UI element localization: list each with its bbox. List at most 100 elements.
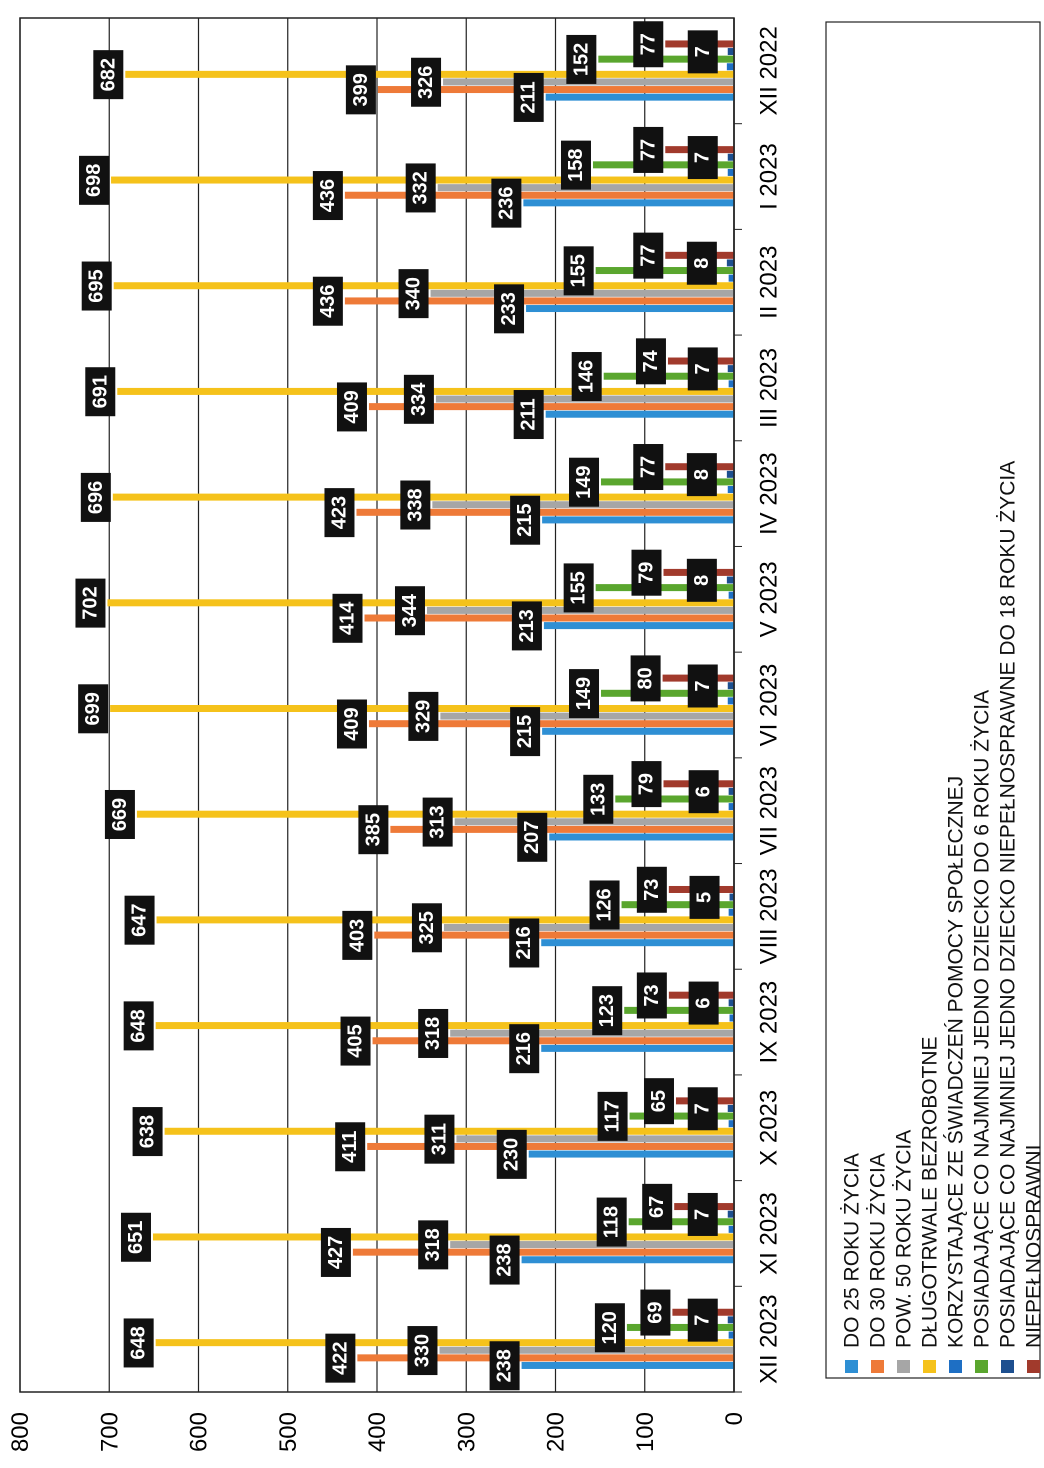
bar [726, 576, 734, 584]
legend-swatch [949, 1360, 962, 1373]
data-label-box [571, 352, 602, 402]
bar [372, 1037, 734, 1045]
data-label-box [563, 246, 594, 296]
data-label-box [79, 155, 110, 205]
data-label-box [640, 1289, 671, 1336]
data-label: 696 [85, 481, 107, 514]
data-label-box [636, 866, 667, 913]
data-label: 215 [514, 504, 536, 537]
data-label: 74 [640, 349, 662, 372]
data-label: 334 [408, 382, 430, 416]
data-label-box [123, 1001, 154, 1051]
category-label: VIII 2023 [755, 868, 782, 964]
data-label: 385 [362, 813, 384, 846]
data-label-box [688, 770, 719, 814]
data-label-box [422, 797, 453, 847]
data-label: 7 [692, 363, 714, 374]
data-label-box [687, 136, 718, 180]
data-label-box [85, 367, 116, 417]
data-label-box [509, 918, 540, 968]
data-label: 403 [346, 919, 368, 952]
bar [727, 697, 734, 705]
data-label: 340 [403, 277, 425, 310]
data-label-box [358, 805, 389, 855]
bar [344, 191, 734, 199]
y-tick-label: 100 [632, 1412, 659, 1452]
data-label: 414 [337, 601, 359, 635]
data-label: 423 [328, 496, 350, 529]
category-label: XII 2022 [755, 26, 782, 115]
data-label: 230 [501, 1138, 523, 1171]
data-label: 120 [599, 1311, 621, 1344]
bar [542, 727, 734, 735]
bar [728, 787, 734, 795]
category-label: I 2023 [755, 143, 782, 210]
data-label-box [513, 390, 544, 440]
data-label-box [325, 1333, 356, 1383]
data-label-box [494, 284, 525, 334]
data-label-box [513, 72, 544, 122]
data-label: 648 [128, 1326, 150, 1359]
data-label-box [689, 875, 720, 919]
category-label: X 2023 [755, 1090, 782, 1166]
data-label: 344 [399, 593, 421, 627]
data-label: 7 [692, 680, 714, 691]
data-label: 123 [596, 994, 618, 1027]
data-label: 238 [494, 1243, 516, 1276]
data-label: 69 [644, 1301, 666, 1323]
bar [543, 622, 734, 630]
data-label: 332 [410, 171, 432, 204]
bar [450, 1029, 734, 1037]
data-label: 409 [341, 390, 363, 423]
data-label-box [566, 34, 597, 84]
data-label-box [686, 558, 717, 602]
category-label: V 2023 [755, 561, 782, 637]
bar [368, 403, 734, 411]
data-label: 699 [82, 692, 104, 725]
bar [541, 939, 734, 947]
data-label: 8 [691, 469, 713, 480]
bar [728, 1331, 734, 1339]
data-label: 682 [97, 58, 119, 91]
data-label: 651 [125, 1221, 147, 1254]
data-label-box [403, 374, 434, 424]
data-label-box [418, 1008, 449, 1058]
bar [523, 199, 734, 207]
y-tick-label: 600 [186, 1412, 213, 1452]
bar [155, 1339, 734, 1347]
data-label: 7 [692, 1103, 714, 1114]
bar [727, 168, 734, 176]
bar [728, 1225, 734, 1233]
data-label: 238 [494, 1349, 516, 1382]
data-label: 213 [516, 609, 538, 642]
data-label: 399 [350, 73, 372, 106]
legend-swatch [897, 1360, 910, 1373]
bar [728, 999, 734, 1007]
bar [528, 1150, 734, 1158]
bar [728, 591, 734, 599]
data-label-box [405, 163, 436, 213]
data-label-box [489, 1341, 520, 1391]
bar [545, 93, 734, 101]
bar [456, 1135, 734, 1143]
bar [726, 63, 734, 71]
data-label: 155 [568, 571, 590, 604]
bar [727, 1104, 734, 1112]
data-label: 411 [339, 1131, 361, 1163]
category-label: IX 2023 [755, 981, 782, 1064]
data-label: 155 [568, 254, 590, 287]
data-label: 330 [411, 1334, 433, 1367]
data-label: 7 [692, 1315, 714, 1326]
bar [727, 1210, 734, 1218]
data-label-box [509, 1024, 540, 1074]
data-label: 326 [415, 66, 437, 99]
category-label: II 2023 [755, 246, 782, 319]
bar [356, 508, 734, 516]
data-label: 311 [428, 1123, 450, 1155]
bar [727, 1316, 734, 1324]
data-label-box [335, 1122, 366, 1172]
data-label: 77 [637, 33, 659, 55]
data-label-box [489, 1235, 520, 1285]
data-label-box [592, 986, 623, 1036]
